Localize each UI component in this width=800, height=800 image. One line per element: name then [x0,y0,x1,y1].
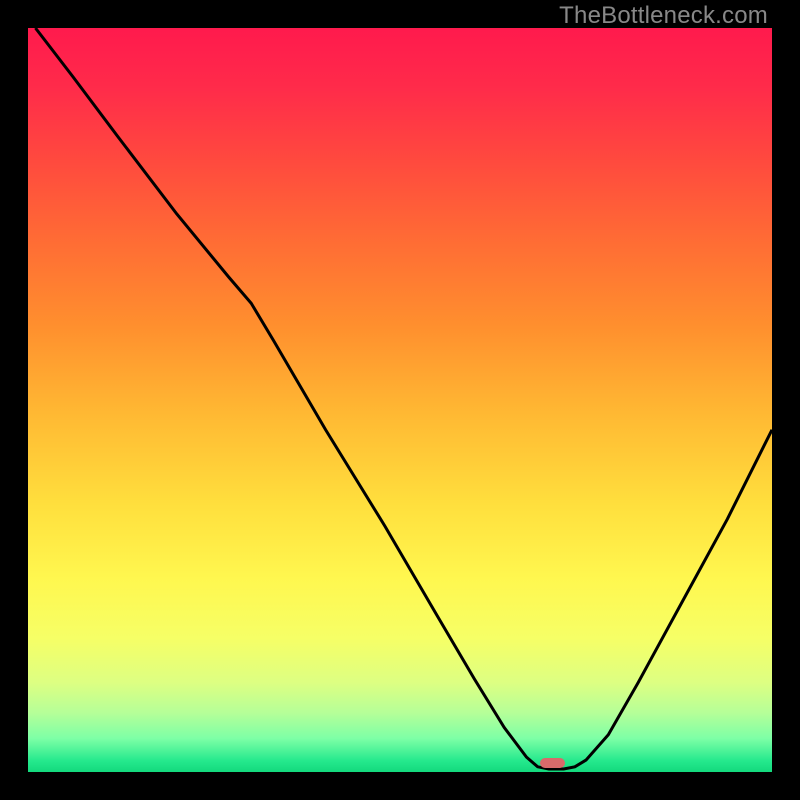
curve-path [35,28,772,769]
chart-frame: TheBottleneck.com [0,0,800,800]
optimal-marker [540,758,565,768]
bottleneck-curve [28,28,772,772]
watermark-text: TheBottleneck.com [559,2,768,30]
plot-area [28,28,772,772]
